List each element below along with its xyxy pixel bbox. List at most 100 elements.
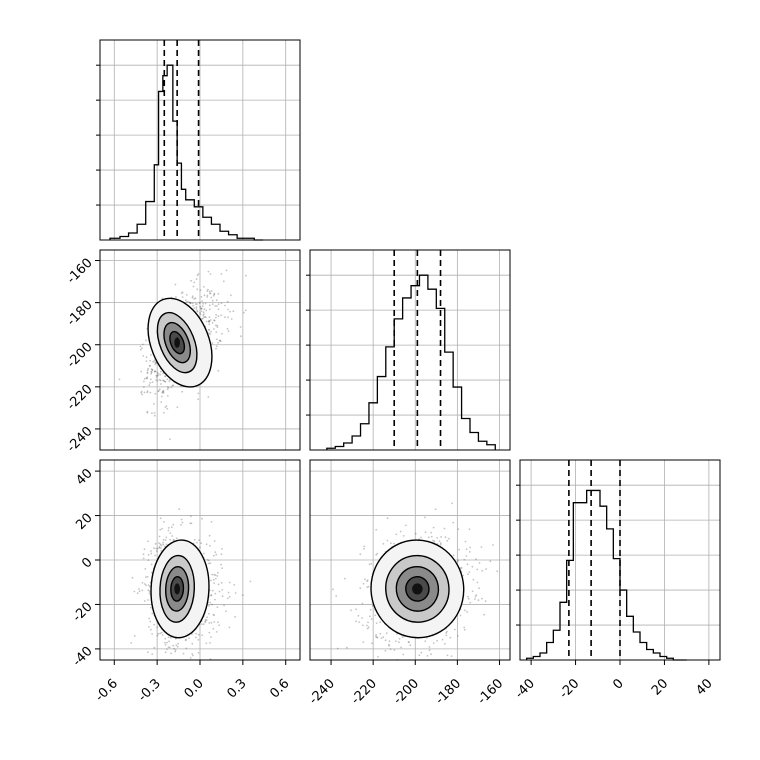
scatter-point bbox=[474, 598, 476, 600]
scatter-point bbox=[189, 302, 192, 304]
scatter-point bbox=[379, 621, 381, 624]
scatter-point bbox=[376, 552, 379, 555]
scatter-point bbox=[388, 640, 391, 643]
scatter-point bbox=[444, 536, 447, 539]
scatter-point bbox=[150, 370, 153, 373]
scatter-point bbox=[143, 391, 146, 394]
scatter-point bbox=[200, 307, 203, 310]
scatter-point bbox=[181, 291, 184, 294]
scatter-point bbox=[177, 642, 180, 645]
scatter-point bbox=[143, 600, 146, 602]
hist-bar bbox=[573, 503, 580, 660]
scatter-point bbox=[433, 540, 436, 543]
scatter-point bbox=[210, 594, 212, 597]
scatter-point bbox=[158, 545, 161, 548]
scatter-point bbox=[169, 438, 171, 441]
scatter-point bbox=[159, 543, 162, 546]
scatter-point bbox=[469, 546, 471, 549]
scatter-point bbox=[141, 582, 144, 584]
scatter-point bbox=[232, 310, 235, 313]
scatter-point bbox=[188, 637, 190, 639]
scatter-point bbox=[211, 573, 214, 576]
scatter-point bbox=[209, 273, 212, 275]
scatter-point bbox=[220, 314, 223, 317]
scatter-point bbox=[225, 610, 227, 613]
scatter-point bbox=[402, 535, 405, 537]
scatter-point bbox=[436, 639, 438, 642]
scatter-point bbox=[446, 654, 449, 657]
scatter-point bbox=[217, 621, 219, 624]
scatter-point bbox=[224, 304, 226, 307]
scatter-point bbox=[169, 538, 172, 541]
scatter-point bbox=[145, 360, 148, 362]
hist-bar bbox=[580, 503, 587, 660]
scatter-point bbox=[480, 546, 483, 548]
scatter-point bbox=[193, 538, 196, 541]
scatter-point bbox=[205, 642, 208, 645]
scatter-point bbox=[185, 299, 187, 302]
scatter-point bbox=[199, 289, 202, 291]
scatter-point bbox=[217, 308, 220, 310]
scatter-point bbox=[153, 370, 156, 373]
scatter-point bbox=[216, 345, 218, 348]
scatter-point bbox=[469, 601, 472, 604]
scatter-point bbox=[215, 553, 218, 556]
scatter-point bbox=[206, 558, 209, 561]
scatter-point bbox=[399, 663, 401, 665]
scatter-point bbox=[228, 626, 231, 629]
scatter-point bbox=[155, 547, 158, 550]
scatter-point bbox=[210, 290, 213, 292]
scatter-point bbox=[156, 379, 159, 382]
scatter-point bbox=[160, 383, 162, 385]
scatter-point bbox=[393, 542, 395, 545]
scatter-point bbox=[201, 308, 203, 310]
scatter-point bbox=[404, 524, 407, 527]
scatter-point bbox=[156, 374, 159, 377]
scatter-point bbox=[432, 526, 435, 529]
scatter-point bbox=[446, 630, 448, 633]
scatter-point bbox=[159, 632, 162, 635]
scatter-point bbox=[146, 411, 149, 414]
scatter-point bbox=[178, 508, 181, 511]
scatter-point bbox=[214, 577, 217, 580]
scatter-point bbox=[249, 580, 252, 583]
scatter-point bbox=[216, 326, 219, 328]
scatter-point bbox=[430, 535, 433, 538]
scatter-point bbox=[472, 578, 475, 581]
scatter-point bbox=[204, 621, 207, 624]
scatter-point bbox=[158, 546, 161, 549]
scatter-point bbox=[141, 589, 144, 592]
scatter-point bbox=[464, 540, 467, 543]
scatter-point bbox=[196, 310, 199, 312]
hist-bar bbox=[229, 235, 238, 240]
scatter-point bbox=[164, 539, 167, 541]
hist-bar bbox=[627, 616, 634, 660]
scatter-point bbox=[203, 552, 205, 555]
scatter-point bbox=[205, 320, 208, 323]
scatter-point bbox=[191, 653, 194, 655]
scatter-point bbox=[196, 310, 199, 313]
scatter-point bbox=[164, 545, 166, 548]
scatter-point bbox=[374, 614, 377, 617]
scatter-point bbox=[199, 301, 201, 304]
scatter-point bbox=[141, 347, 143, 349]
scatter-point bbox=[146, 391, 149, 394]
scatter-point bbox=[173, 647, 176, 650]
scatter-point bbox=[385, 632, 388, 635]
scatter-point bbox=[138, 588, 140, 590]
scatter-point bbox=[201, 634, 204, 637]
scatter-point bbox=[398, 637, 401, 640]
scatter-point bbox=[154, 363, 157, 366]
scatter-point bbox=[369, 615, 371, 618]
scatter-point bbox=[152, 360, 155, 363]
scatter-point bbox=[161, 390, 164, 393]
scatter-point bbox=[191, 295, 194, 298]
scatter-point bbox=[218, 590, 221, 593]
scatter-point bbox=[150, 372, 153, 375]
scatter-point bbox=[382, 542, 385, 545]
scatter-point bbox=[164, 637, 167, 640]
scatter-point bbox=[166, 388, 169, 391]
scatter-point bbox=[197, 638, 200, 641]
scatter-point bbox=[198, 302, 201, 304]
scatter-point bbox=[158, 542, 161, 544]
